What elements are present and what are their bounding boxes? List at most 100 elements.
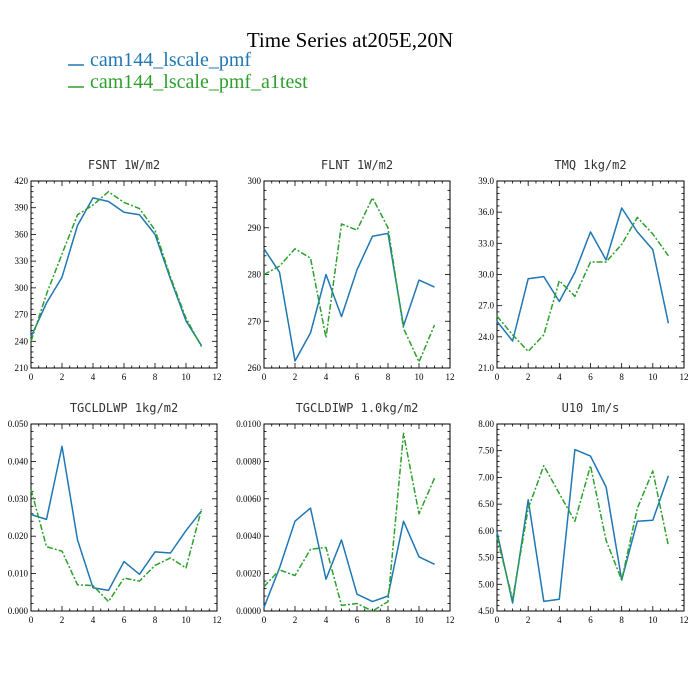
y-tick-label: 0.0000	[236, 606, 261, 616]
y-tick-label: 5.00	[478, 579, 494, 589]
y-tick-label: 270	[15, 310, 29, 320]
x-tick-label: 10	[648, 615, 658, 625]
series-line-cam144-lscale-pmf-a1test	[30, 489, 203, 603]
y-tick-label: 0.0080	[236, 456, 261, 466]
y-tick-label: 36.0	[478, 207, 494, 217]
x-tick-label: 4	[324, 615, 329, 625]
panel-title: U10 1m/s	[562, 401, 620, 415]
figure-title: Time Series at205E,20N	[246, 28, 454, 52]
x-tick-label: 0	[495, 372, 500, 382]
x-tick-label: 12	[213, 615, 222, 625]
y-tick-label: 0.050	[8, 419, 29, 429]
x-tick-label: 0	[29, 615, 34, 625]
y-tick-label: 0.000	[8, 606, 29, 616]
y-tick-label: 0.0040	[236, 531, 261, 541]
x-tick-label: 8	[153, 372, 158, 382]
y-tick-label: 360	[15, 229, 29, 239]
series-line-cam144-lscale-pmf	[263, 232, 435, 362]
y-tick-label: 6.50	[478, 499, 494, 509]
x-tick-label: 6	[122, 372, 127, 382]
y-tick-label: 0.0060	[236, 494, 261, 504]
y-tick-label: 240	[15, 336, 29, 346]
plot-frame	[30, 180, 218, 369]
y-tick-label: 33.0	[478, 238, 494, 248]
series-line-cam144-lscale-pmf	[496, 207, 670, 342]
y-tick-label: 0.0020	[236, 569, 261, 579]
series-line-cam144-lscale-pmf	[496, 448, 670, 604]
y-tick-label: 280	[248, 270, 262, 280]
y-tick-label: 290	[248, 223, 262, 233]
x-tick-label: 10	[415, 372, 425, 382]
legend-label: cam144_lscale_pmf_a1test	[90, 71, 308, 93]
plot-frame	[263, 423, 451, 612]
x-tick-label: 12	[446, 372, 455, 382]
x-tick-label: 0	[495, 615, 500, 625]
x-tick-label: 12	[213, 372, 222, 382]
x-tick-label: 8	[386, 615, 391, 625]
x-tick-label: 6	[588, 615, 593, 625]
panel-title: TMQ 1kg/m2	[554, 158, 626, 172]
legend-label: cam144_lscale_pmf	[90, 49, 252, 71]
x-tick-label: 8	[619, 615, 624, 625]
y-tick-label: 0.030	[8, 494, 29, 504]
y-tick-label: 21.0	[478, 363, 494, 373]
legend-entry-cam144-lscale-pmf-a1test: cam144_lscale_pmf_a1test	[68, 71, 308, 95]
x-tick-label: 10	[182, 615, 192, 625]
legend-entry-cam144-lscale-pmf: cam144_lscale_pmf	[68, 49, 251, 73]
x-tick-label: 10	[415, 615, 425, 625]
x-tick-label: 6	[588, 372, 593, 382]
y-tick-label: 39.0	[478, 176, 494, 186]
x-tick-label: 12	[680, 615, 689, 625]
y-tick-label: 0.010	[8, 569, 29, 579]
y-tick-label: 300	[15, 283, 29, 293]
x-tick-label: 2	[293, 615, 298, 625]
x-tick-label: 2	[293, 372, 298, 382]
y-tick-label: 6.00	[478, 526, 494, 536]
plot-frame	[496, 180, 685, 369]
y-tick-label: 0.020	[8, 531, 29, 541]
x-tick-label: 0	[262, 615, 267, 625]
x-tick-label: 4	[91, 372, 96, 382]
y-tick-label: 24.0	[478, 332, 494, 342]
series-line-cam144-lscale-pmf-a1test	[496, 464, 670, 600]
series-line-cam144-lscale-pmf-a1test	[30, 190, 203, 347]
series-line-cam144-lscale-pmf-a1test	[263, 432, 436, 612]
plot-frame	[30, 423, 218, 612]
x-tick-label: 2	[60, 615, 65, 625]
y-tick-label: 5.50	[478, 553, 494, 563]
y-tick-label: 300	[248, 176, 262, 186]
y-tick-label: 210	[15, 363, 29, 373]
y-tick-label: 30.0	[478, 270, 494, 280]
x-tick-label: 10	[648, 372, 658, 382]
y-tick-label: 260	[248, 363, 262, 373]
y-tick-label: 8.00	[478, 419, 494, 429]
y-tick-label: 27.0	[478, 301, 494, 311]
x-tick-label: 6	[355, 372, 360, 382]
x-tick-label: 2	[60, 372, 65, 382]
x-tick-label: 0	[29, 372, 34, 382]
panel-title: TGCLDIWP 1.0kg/m2	[296, 401, 419, 415]
x-tick-label: 2	[526, 615, 531, 625]
x-tick-label: 8	[153, 615, 158, 625]
x-tick-label: 4	[91, 615, 96, 625]
panel-title: FSNT 1W/m2	[88, 158, 160, 172]
y-tick-label: 0.0100	[236, 419, 261, 429]
series-line-cam144-lscale-pmf	[30, 197, 203, 347]
y-tick-label: 330	[15, 256, 29, 266]
panel-title: TGCLDLWP 1kg/m2	[70, 401, 178, 415]
x-tick-label: 0	[262, 372, 267, 382]
series-line-cam144-lscale-pmf-a1test	[263, 197, 436, 363]
x-tick-label: 4	[557, 615, 562, 625]
y-tick-label: 7.00	[478, 472, 494, 482]
x-tick-label: 12	[680, 372, 689, 382]
x-tick-label: 4	[557, 372, 562, 382]
series-line-cam144-lscale-pmf-a1test	[496, 216, 670, 353]
x-tick-label: 8	[619, 372, 624, 382]
x-tick-label: 4	[324, 372, 329, 382]
y-tick-label: 4.50	[478, 606, 494, 616]
y-tick-label: 270	[248, 316, 262, 326]
y-tick-label: 0.040	[8, 456, 29, 466]
y-tick-label: 390	[15, 203, 29, 213]
x-tick-label: 10	[182, 372, 192, 382]
